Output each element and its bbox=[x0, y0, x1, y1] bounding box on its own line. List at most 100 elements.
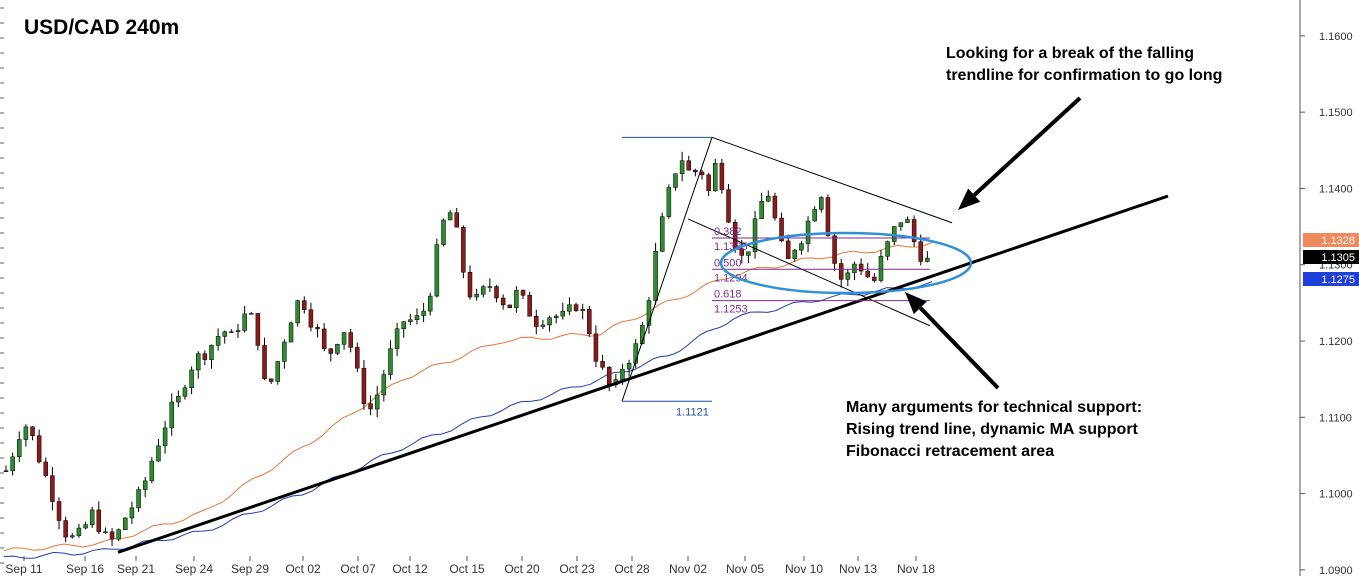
candle-body bbox=[500, 297, 506, 306]
candle-body bbox=[898, 222, 904, 227]
candle-body bbox=[262, 345, 267, 380]
candle-body bbox=[116, 529, 121, 540]
candle-body bbox=[679, 160, 685, 175]
candle-body bbox=[70, 535, 75, 538]
candle-body bbox=[282, 341, 287, 362]
annotation-bottom-line-1: Many arguments for technical support: bbox=[846, 399, 1143, 416]
candle-body bbox=[308, 309, 314, 328]
arrow-to-support-shaft bbox=[918, 306, 1000, 390]
candle-body bbox=[394, 328, 400, 349]
price-tag-label: 1.1328 bbox=[1321, 235, 1355, 247]
candle-body bbox=[421, 310, 426, 316]
y-tick-label: 1.1400 bbox=[1319, 183, 1353, 195]
candle-body bbox=[123, 517, 128, 530]
candle-body bbox=[63, 520, 68, 538]
moving-average-blue bbox=[3, 281, 933, 559]
candle-body bbox=[481, 286, 486, 295]
candle-body bbox=[3, 470, 9, 472]
candle-body bbox=[328, 348, 334, 354]
candle-body bbox=[600, 361, 605, 368]
candle-body bbox=[759, 201, 764, 219]
candle-body bbox=[785, 240, 791, 259]
candle-body bbox=[872, 276, 877, 281]
candle-body bbox=[805, 220, 811, 244]
candle-body bbox=[302, 300, 307, 310]
x-tick-label: Sep 29 bbox=[231, 562, 269, 576]
candle-body bbox=[739, 248, 745, 256]
candle-body bbox=[819, 197, 824, 210]
candle-body bbox=[719, 163, 725, 190]
candle-body bbox=[441, 219, 446, 245]
price-tag-label: 1.1305 bbox=[1321, 252, 1355, 264]
candle-body bbox=[83, 524, 88, 529]
fib-level-price: 1.1335 bbox=[714, 241, 748, 253]
fib-level-ratio: 0.500 bbox=[714, 257, 742, 269]
candle-body bbox=[335, 344, 340, 354]
x-tick-label: Oct 15 bbox=[449, 562, 485, 576]
candle-body bbox=[792, 249, 798, 259]
candle-body bbox=[189, 369, 194, 389]
candle-body bbox=[268, 378, 274, 382]
candle-body bbox=[408, 319, 413, 322]
candle-body bbox=[156, 445, 161, 462]
candle-body bbox=[341, 332, 347, 345]
x-tick-label: Oct 07 bbox=[340, 562, 376, 576]
candle-body bbox=[567, 304, 572, 312]
candle-body bbox=[693, 169, 698, 173]
rising-trendline bbox=[117, 194, 1169, 554]
candle-body bbox=[553, 315, 559, 318]
x-tick-label: Oct 23 bbox=[559, 562, 595, 576]
candle-body bbox=[626, 362, 632, 370]
candle-body bbox=[474, 294, 479, 298]
candle-body bbox=[812, 209, 817, 222]
candle-body bbox=[646, 300, 652, 326]
candle-body bbox=[414, 315, 420, 321]
fib-level-ratio: 0.382 bbox=[714, 226, 742, 238]
candle-body bbox=[315, 327, 320, 330]
candle-body bbox=[56, 501, 62, 521]
candle-body bbox=[799, 243, 804, 251]
price-tag-box bbox=[1303, 250, 1359, 264]
x-tick-label: Sep 16 bbox=[66, 562, 104, 576]
candle-body bbox=[461, 226, 466, 273]
x-tick-label: Oct 12 bbox=[392, 562, 428, 576]
candle-body bbox=[838, 263, 844, 280]
candle-body bbox=[275, 361, 281, 382]
candle-body bbox=[865, 270, 870, 278]
y-tick-label: 1.1100 bbox=[1319, 412, 1352, 424]
x-tick-label: Nov 18 bbox=[897, 562, 935, 576]
candle-body bbox=[195, 353, 201, 371]
candle-body bbox=[580, 308, 585, 311]
candle-body bbox=[162, 427, 168, 447]
x-tick-label: Nov 10 bbox=[785, 562, 823, 576]
candle-body bbox=[129, 507, 135, 519]
candle-body bbox=[918, 241, 923, 262]
candle-body bbox=[23, 426, 29, 440]
annotation-top-line-1: Looking for a break of the falling bbox=[946, 45, 1195, 62]
y-tick-label: 1.0900 bbox=[1319, 565, 1353, 576]
y-tick-label: 1.1500 bbox=[1319, 107, 1353, 119]
candle-body bbox=[713, 163, 718, 192]
candle-body bbox=[255, 313, 261, 346]
y-tick-label: 1.1000 bbox=[1319, 489, 1353, 501]
candle-body bbox=[587, 308, 592, 335]
candle-body bbox=[905, 219, 910, 223]
candle-body bbox=[381, 374, 387, 396]
annotation-bottom: Many arguments for technical support: Ri… bbox=[846, 397, 1142, 463]
candle-body bbox=[527, 295, 532, 317]
candle-body bbox=[288, 322, 294, 343]
candle-body bbox=[852, 263, 857, 274]
candle-body bbox=[361, 367, 367, 405]
candle-body bbox=[606, 367, 612, 385]
candle-body bbox=[520, 290, 526, 296]
x-tick-label: Nov 02 bbox=[669, 562, 707, 576]
candle-body bbox=[547, 317, 552, 326]
candle-body bbox=[746, 251, 751, 256]
candle-body bbox=[374, 394, 380, 410]
candle-body bbox=[454, 212, 459, 228]
candle-body bbox=[348, 332, 353, 348]
candle-body bbox=[832, 235, 837, 264]
candle-body bbox=[89, 509, 95, 525]
candle-body bbox=[885, 241, 890, 257]
